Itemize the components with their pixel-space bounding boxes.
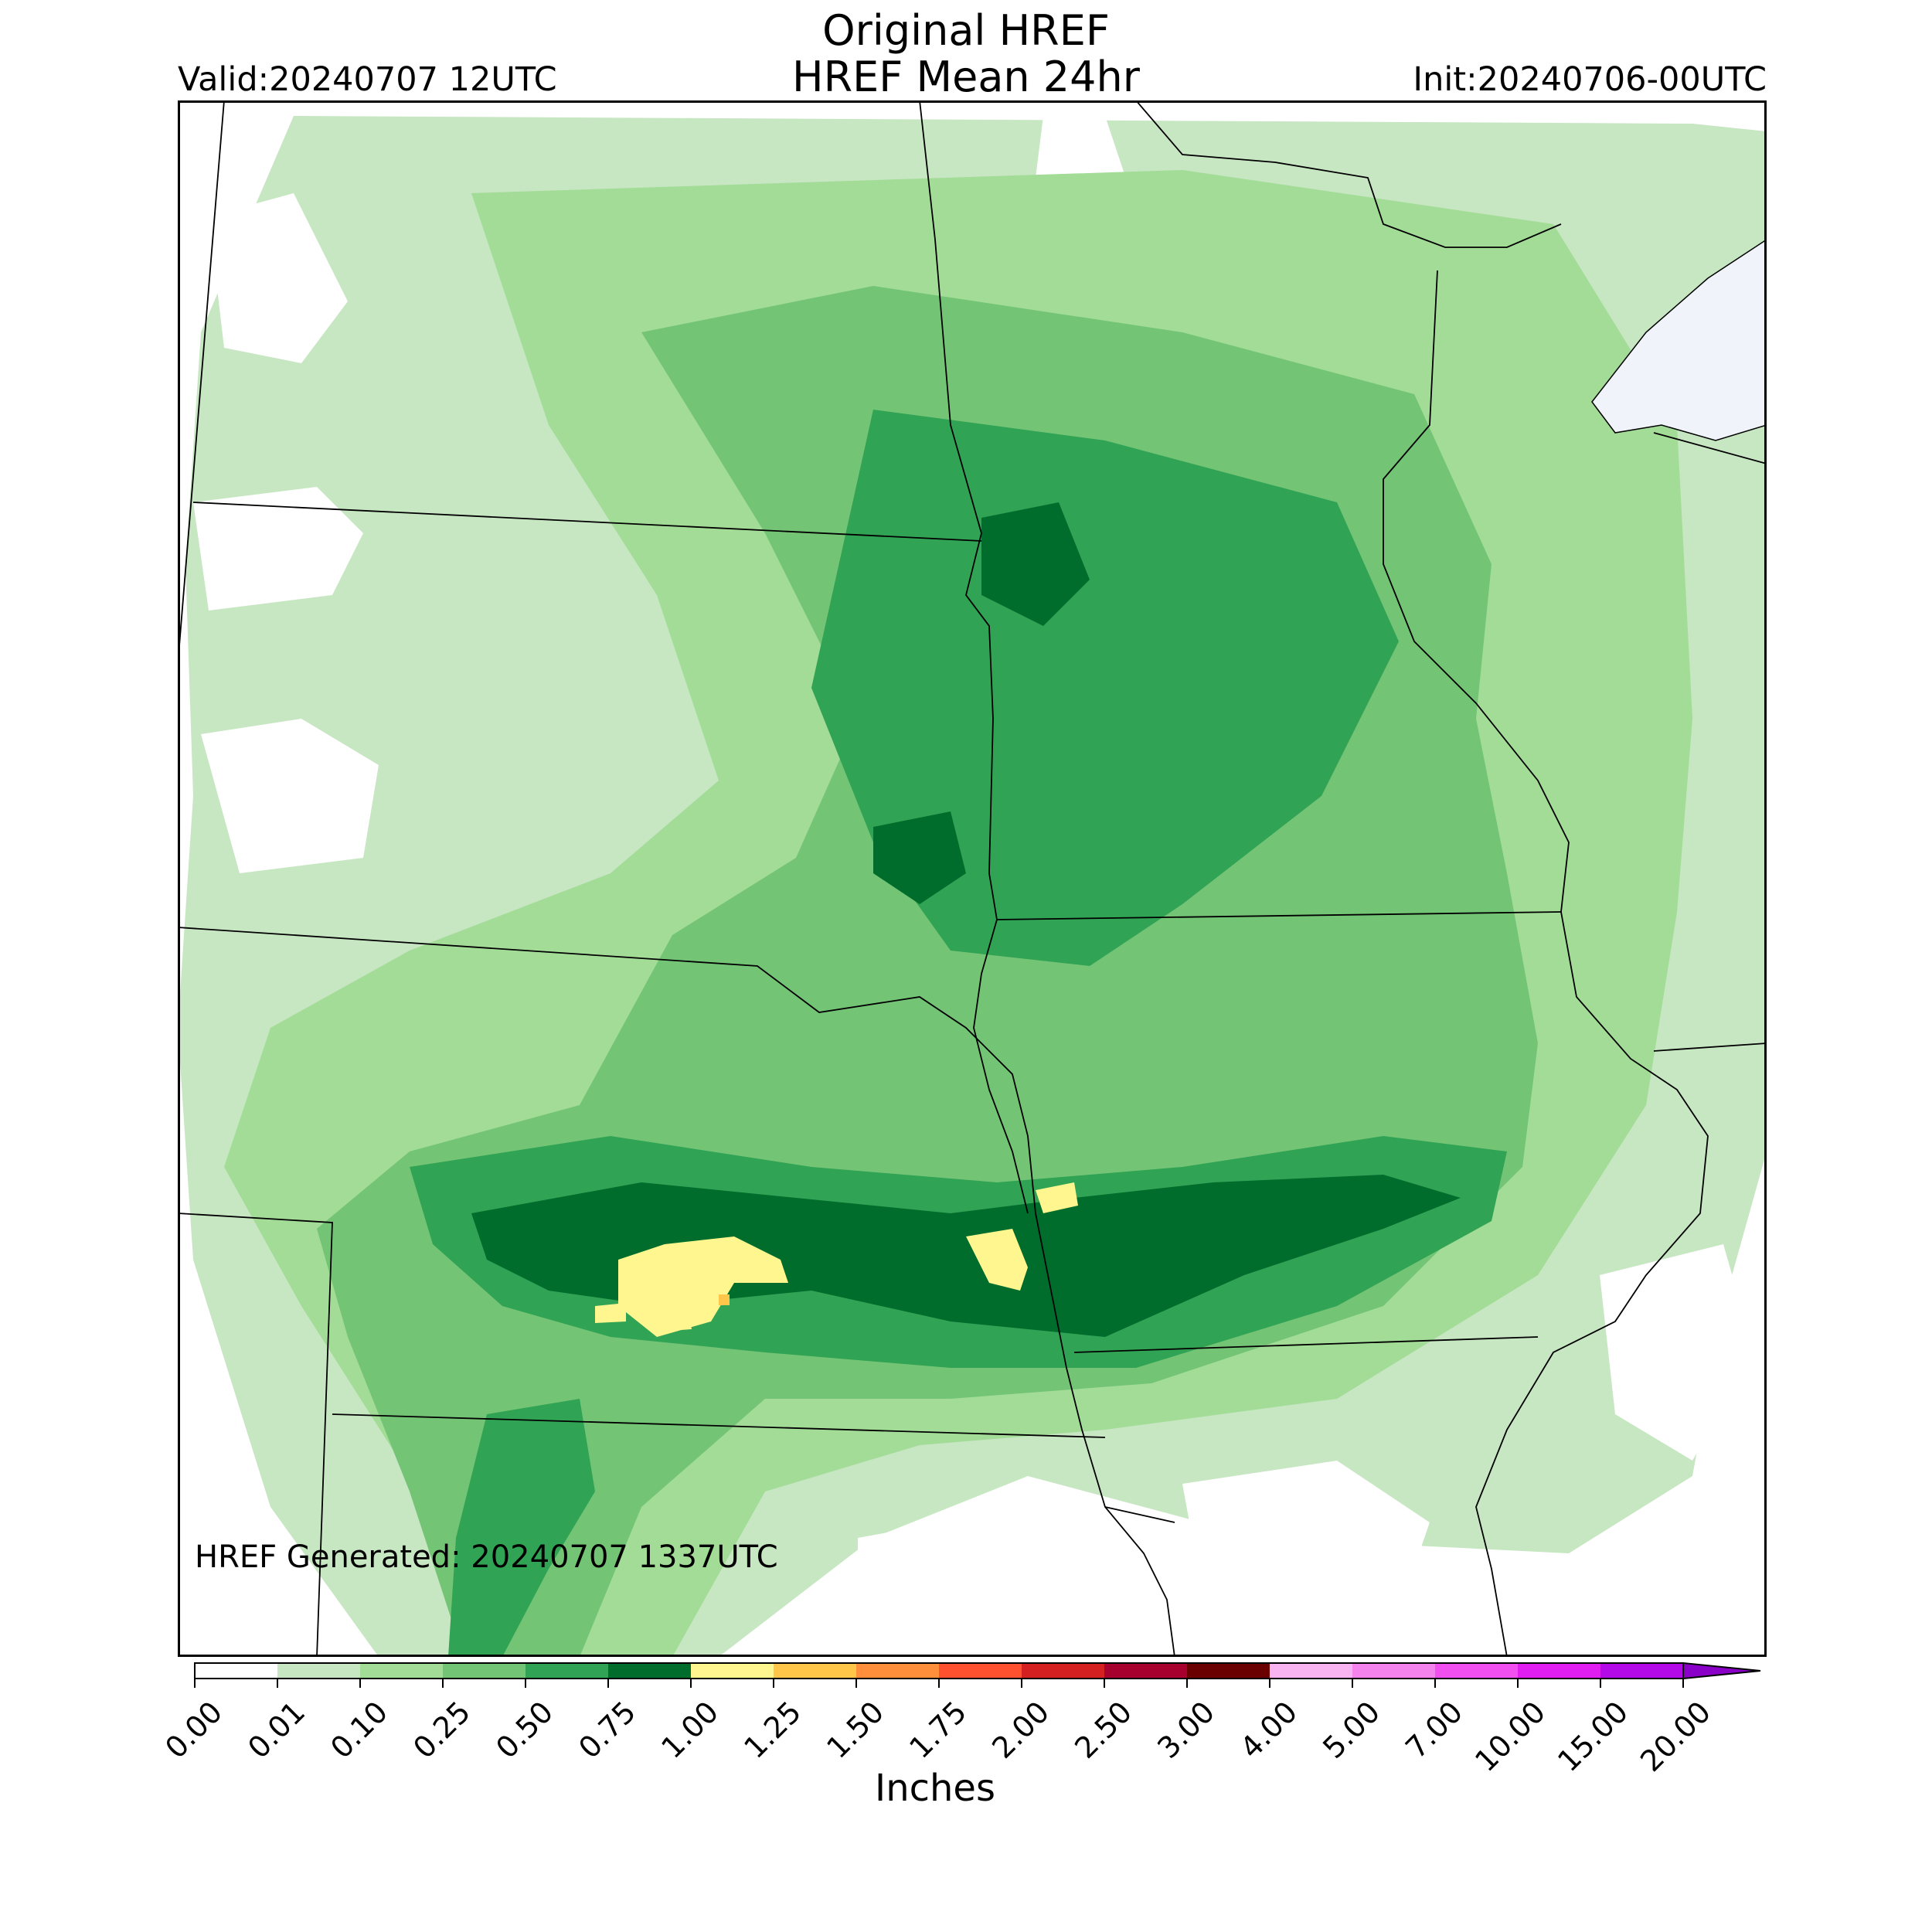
precipitation-map — [178, 100, 1767, 1657]
state-borders — [178, 100, 1767, 1657]
colorbar-swatch — [277, 1663, 360, 1679]
colorbar-tick-label: 1.00 — [655, 1695, 725, 1765]
dry-area — [858, 1507, 1144, 1657]
colorbar-swatch — [691, 1663, 774, 1679]
colorbar-swatch — [360, 1663, 443, 1679]
colorbar-swatch — [195, 1663, 277, 1679]
map-frame — [178, 100, 1767, 1657]
colorbar-tick-label: 2.50 — [1068, 1695, 1138, 1765]
colorbar-tick-label: 5.00 — [1316, 1695, 1386, 1765]
dry-area — [201, 719, 379, 873]
colorbar-tick-label: 3.00 — [1151, 1695, 1221, 1765]
colorbar-swatch — [856, 1663, 939, 1679]
colorbar-tick-label: 10.00 — [1468, 1695, 1552, 1778]
colorbar-swatch — [939, 1663, 1022, 1679]
precip-level-4 — [811, 410, 1399, 966]
dry-area — [1182, 1461, 1430, 1657]
lake-superior — [1591, 239, 1767, 441]
colorbar-tick-label: 1.50 — [820, 1695, 890, 1765]
generated-time-label: HREF Generated: 20240707 1337UTC — [195, 1539, 778, 1575]
colorbar-swatch — [1270, 1663, 1352, 1679]
colorbar-tick-label: 0.75 — [572, 1695, 642, 1765]
precip-level-6 — [595, 1303, 626, 1323]
init-time-label: Init:20240706-00UTC — [1413, 60, 1767, 99]
colorbar-tick-label: 0.50 — [489, 1695, 560, 1765]
colorbar-swatch — [1187, 1663, 1270, 1679]
colorbar-tick-label: 0.00 — [158, 1695, 229, 1765]
colorbar-tick-label: 15.00 — [1551, 1695, 1634, 1778]
dry-area — [209, 193, 348, 363]
colorbar-swatch — [1022, 1663, 1104, 1679]
map-title-line1: Original HREF — [822, 6, 1110, 55]
colorbar-tick-label: 1.75 — [903, 1695, 973, 1765]
colorbar-outline — [194, 1662, 1684, 1679]
colorbar-swatch — [1518, 1663, 1600, 1679]
colorbar-label: Inches — [875, 1767, 995, 1810]
colorbar-swatch — [1600, 1663, 1683, 1679]
colorbar-swatch — [443, 1663, 526, 1679]
map-title-line2: HREF Mean 24hr — [792, 53, 1140, 101]
colorbar-tick-label: 1.25 — [737, 1695, 808, 1765]
precip-level-7 — [719, 1294, 730, 1305]
dry-area — [1600, 1244, 1754, 1461]
colorbar-extension-arrow — [1682, 1662, 1761, 1680]
dry-area — [193, 487, 363, 611]
colorbar-swatch — [608, 1663, 691, 1679]
colorbar-tick-label: 4.00 — [1233, 1695, 1304, 1765]
colorbar-tick-label: 2.00 — [985, 1695, 1056, 1765]
valid-time-label: Valid:20240707 12UTC — [178, 60, 557, 99]
colorbar-tick-label: 20.00 — [1634, 1695, 1717, 1778]
colorbar-tick-label: 7.00 — [1399, 1695, 1469, 1765]
colorbar-swatch — [526, 1663, 608, 1679]
colorbar-swatch — [1104, 1663, 1187, 1679]
colorbar-tick-label: 0.25 — [406, 1695, 477, 1765]
precip-level-5 — [873, 811, 966, 904]
precip-level-6 — [665, 1310, 692, 1331]
colorbar-tick-label: 0.10 — [324, 1695, 394, 1765]
precip-level-6 — [966, 1229, 1028, 1291]
precip-level-6 — [1036, 1182, 1078, 1213]
precip-level-4 — [448, 1399, 595, 1657]
precip-level-5 — [981, 502, 1090, 626]
colorbar-swatch — [774, 1663, 856, 1679]
precip-level-6 — [618, 1236, 788, 1337]
colorbar-swatch — [1352, 1663, 1435, 1679]
colorbar-swatch — [1435, 1663, 1518, 1679]
colorbar-tick-label: 0.01 — [241, 1695, 311, 1765]
